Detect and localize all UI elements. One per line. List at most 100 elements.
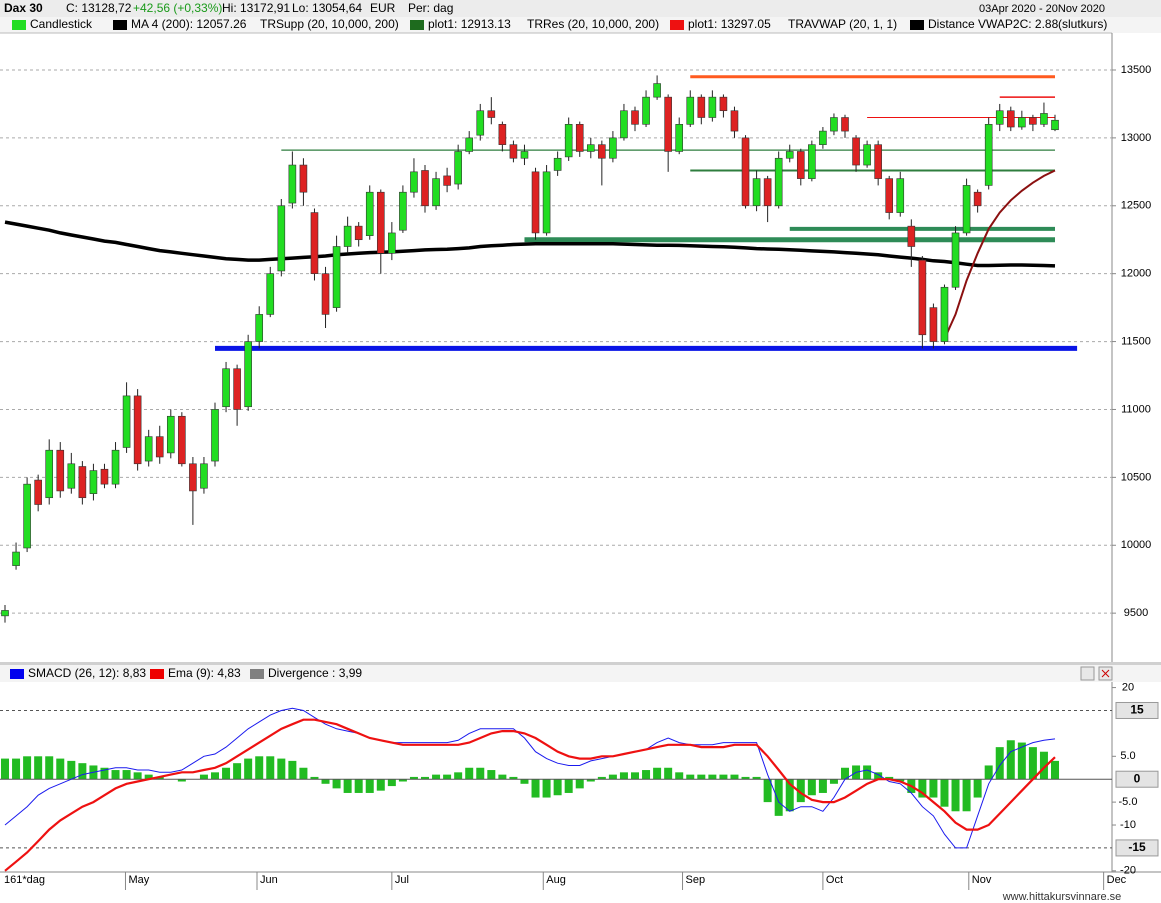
histogram-bar [951, 779, 960, 812]
candle-body [1051, 119, 1059, 131]
histogram-bar [741, 776, 750, 780]
histogram-bar [454, 772, 463, 780]
candle-body [697, 96, 706, 118]
histogram-bar [995, 747, 1004, 780]
candle-body [244, 341, 252, 408]
candle-body [321, 273, 330, 315]
period: Per: dag [408, 1, 453, 15]
candle-body [896, 178, 905, 213]
histogram-bar [321, 779, 330, 784]
y-tick-label: 20 [1122, 681, 1134, 693]
legend-label: Divergence : 3,99 [268, 666, 362, 680]
legend-swatch [10, 669, 24, 679]
histogram-bar [708, 774, 717, 780]
candle-body [12, 551, 20, 566]
candle-body [166, 415, 175, 454]
candle-body [940, 286, 949, 342]
candle-body [653, 83, 661, 98]
histogram-bar [631, 772, 639, 780]
histogram-bar [432, 774, 441, 780]
x-tick-label: May [128, 874, 149, 886]
candle-body [354, 225, 363, 241]
histogram-bar [122, 770, 131, 780]
histogram-bar [841, 767, 849, 780]
series-line [4, 220, 1056, 268]
level-box [1115, 839, 1159, 857]
y-tick-label: 11500 [1121, 335, 1151, 347]
candle-body [531, 171, 540, 234]
candle-body [178, 415, 186, 465]
candle-body [620, 110, 628, 139]
histogram-bar [686, 774, 695, 780]
histogram-bar [1, 758, 9, 780]
histogram-bar [343, 779, 352, 793]
legend-swatch [113, 20, 127, 30]
candle-body [122, 395, 131, 448]
tool-icon[interactable] [1080, 666, 1095, 681]
candle-body [808, 144, 816, 179]
candle-body [863, 144, 871, 166]
candle-body [907, 225, 916, 247]
y-tick-label: 13500 [1121, 64, 1152, 76]
x-tick-label: Jul [395, 874, 409, 886]
histogram-bar [796, 779, 805, 803]
level-box [1115, 701, 1159, 719]
candle-body [885, 178, 894, 213]
candle-body [67, 463, 76, 489]
candle-body [852, 137, 860, 166]
currency: EUR [370, 1, 396, 15]
histogram-bar [288, 760, 297, 780]
candle-body [332, 246, 341, 308]
candle-body [476, 110, 485, 136]
histogram-bar [199, 774, 208, 780]
histogram-bar [918, 779, 927, 798]
candle-body [89, 470, 98, 494]
candle-body [23, 483, 31, 549]
date-range: 03Apr 2020 - 20Nov 2020 [979, 3, 1105, 15]
candle-body [1018, 117, 1026, 128]
histogram-bar [564, 779, 573, 793]
candle-body [918, 259, 927, 336]
histogram-bar [144, 774, 153, 780]
histogram-bar [642, 770, 651, 780]
legend-label: TRRes (20, 10,000, 200) [527, 17, 659, 31]
histogram-bar [277, 758, 286, 780]
x-tick-label: Jun [260, 874, 278, 886]
series-line [943, 169, 1056, 340]
histogram-bar [586, 779, 595, 782]
level-label: -15 [1128, 840, 1146, 854]
y-tick-label: -20 [1120, 865, 1136, 877]
histogram-bar [177, 779, 186, 782]
histogram-bar [730, 774, 739, 780]
candle-body [454, 151, 462, 185]
histogram-bar [354, 779, 363, 793]
histogram-bar [553, 779, 562, 796]
candle-body [609, 137, 617, 159]
histogram-bar [509, 776, 518, 780]
histogram-bar [1006, 740, 1015, 780]
histogram-bar [575, 779, 584, 789]
candle-body [388, 232, 396, 254]
candle-body [730, 110, 739, 132]
legend-label: MA 4 (200): 12057.26 [131, 17, 247, 31]
candle-body [465, 137, 474, 152]
histogram-bar [78, 763, 87, 780]
candle-body [255, 314, 264, 342]
candle-body [56, 449, 65, 492]
footer: www.hittakursvinnare.se [1002, 891, 1122, 903]
series-line [4, 718, 1056, 872]
candle-body [984, 124, 993, 186]
candle-body [233, 368, 241, 410]
candle-body [100, 468, 109, 485]
histogram-bar [222, 767, 231, 780]
legend-swatch [410, 20, 424, 30]
candle-body [598, 144, 606, 159]
y-tick-label: 9500 [1124, 607, 1148, 619]
histogram-bar [818, 779, 827, 793]
histogram-bar [498, 774, 507, 780]
panel-separator [0, 662, 1161, 665]
candle-body [642, 96, 650, 125]
candle-body [752, 178, 761, 207]
histogram-bar [874, 772, 883, 780]
